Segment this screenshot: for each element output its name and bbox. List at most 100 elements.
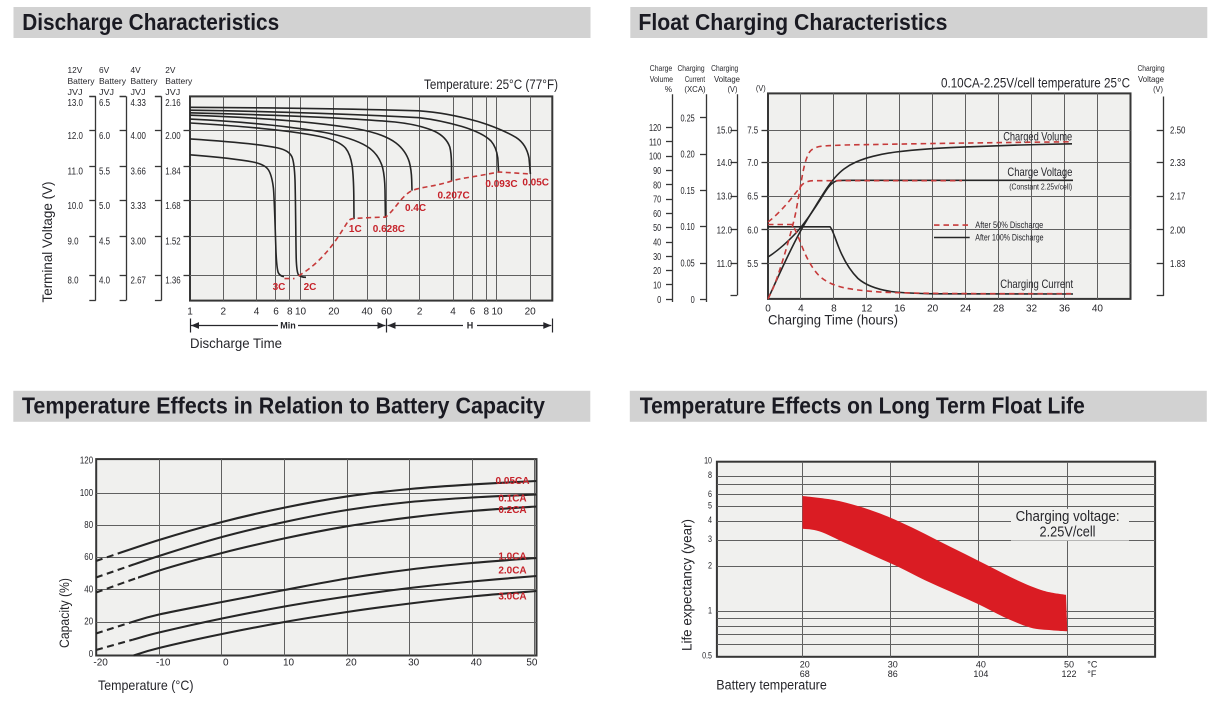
svg-text:20: 20 [84, 617, 93, 628]
svg-text:Voltage: Voltage [1138, 74, 1164, 84]
svg-text:Charging Current: Charging Current [1000, 277, 1073, 291]
svg-text:(XCA): (XCA) [684, 84, 706, 94]
svg-text:-10: -10 [156, 658, 171, 669]
svg-text:6.5: 6.5 [747, 192, 758, 203]
svg-text:10: 10 [295, 307, 307, 318]
svg-text:8: 8 [708, 470, 712, 480]
svg-text:122: 122 [1061, 669, 1076, 679]
svg-text:Charging: Charging [677, 63, 704, 73]
svg-text:6.0: 6.0 [99, 131, 110, 142]
svg-text:9.0: 9.0 [68, 236, 79, 247]
svg-text:0: 0 [223, 658, 229, 669]
svg-text:8.0: 8.0 [68, 275, 79, 286]
svg-text:10: 10 [491, 307, 503, 318]
svg-text:28: 28 [993, 304, 1005, 315]
svg-text:60: 60 [84, 552, 93, 563]
svg-text:1: 1 [187, 307, 193, 318]
svg-text:20: 20 [525, 307, 537, 318]
svg-text:3C: 3C [273, 282, 286, 293]
svg-text:(V): (V) [1153, 84, 1163, 94]
svg-text:0.20: 0.20 [681, 150, 696, 161]
svg-text:2.50: 2.50 [1170, 126, 1186, 137]
svg-text:°F: °F [1087, 669, 1097, 679]
svg-text:12: 12 [861, 304, 873, 315]
svg-text:6: 6 [708, 489, 712, 499]
svg-text:90: 90 [653, 166, 661, 177]
svg-text:1.68: 1.68 [165, 201, 181, 212]
svg-text:2.00: 2.00 [165, 131, 181, 142]
svg-text:4V: 4V [131, 65, 142, 75]
svg-text:10: 10 [653, 281, 661, 292]
svg-text:3.66: 3.66 [131, 167, 147, 178]
svg-text:0.05C: 0.05C [522, 178, 549, 189]
svg-text:12V: 12V [68, 65, 83, 75]
svg-text:6.5: 6.5 [99, 98, 110, 109]
svg-text:104: 104 [973, 669, 988, 679]
svg-text:1.0CA: 1.0CA [498, 552, 526, 563]
svg-text:JVJ: JVJ [99, 87, 114, 97]
svg-text:20: 20 [328, 307, 340, 318]
svg-text:7.0: 7.0 [747, 158, 758, 169]
svg-text:3.0CA: 3.0CA [498, 592, 526, 603]
svg-text:%: % [665, 84, 673, 94]
svg-text:0.25: 0.25 [681, 113, 696, 124]
svg-text:60: 60 [653, 209, 661, 220]
svg-text:86: 86 [888, 669, 898, 679]
svg-text:Battery: Battery [165, 76, 193, 86]
svg-text:Terminal Voltage (V): Terminal Voltage (V) [39, 182, 55, 303]
svg-text:4: 4 [798, 304, 804, 315]
svg-text:1: 1 [708, 606, 712, 616]
svg-text:°C: °C [1087, 660, 1098, 670]
svg-text:-20: -20 [93, 658, 108, 669]
svg-text:3.33: 3.33 [131, 201, 147, 212]
svg-text:0.15: 0.15 [681, 186, 696, 197]
svg-text:100: 100 [649, 152, 662, 163]
svg-text:1.84: 1.84 [165, 167, 181, 178]
svg-text:10: 10 [704, 456, 712, 466]
svg-text:50: 50 [1064, 660, 1074, 670]
svg-text:4.33: 4.33 [131, 98, 147, 109]
svg-text:2: 2 [417, 307, 423, 318]
svg-text:2: 2 [221, 307, 227, 318]
svg-text:30: 30 [653, 252, 661, 263]
svg-text:2.67: 2.67 [131, 275, 147, 286]
svg-text:30: 30 [888, 660, 898, 670]
svg-text:6V: 6V [99, 65, 110, 75]
svg-text:40: 40 [976, 660, 986, 670]
svg-text:70: 70 [653, 195, 661, 206]
svg-text:0.10: 0.10 [681, 222, 696, 233]
svg-text:80: 80 [653, 180, 661, 191]
svg-text:110: 110 [649, 137, 662, 148]
svg-text:0: 0 [89, 649, 94, 660]
svg-text:50: 50 [526, 658, 538, 669]
svg-text:2.0CA: 2.0CA [498, 566, 526, 577]
svg-text:2.00: 2.00 [1170, 225, 1186, 236]
svg-text:3.00: 3.00 [131, 236, 147, 247]
svg-text:0.05: 0.05 [681, 259, 696, 270]
svg-text:JVJ: JVJ [131, 87, 146, 97]
svg-text:13.0: 13.0 [717, 192, 733, 203]
svg-text:2.17: 2.17 [1170, 192, 1186, 203]
svg-text:10: 10 [283, 658, 295, 669]
svg-text:40: 40 [471, 658, 483, 669]
svg-text:5.5: 5.5 [747, 259, 758, 270]
svg-text:Discharge Time: Discharge Time [190, 335, 282, 351]
svg-text:H: H [467, 321, 474, 331]
svg-text:0.05CA: 0.05CA [496, 476, 530, 487]
svg-text:20: 20 [653, 266, 661, 277]
svg-text:0.10CA-2.25V/cell temperature: 0.10CA-2.25V/cell temperature 25°C [941, 76, 1130, 91]
svg-text:Discharge Characteristics: Discharge Characteristics [22, 9, 279, 35]
svg-text:JVJ: JVJ [165, 87, 180, 97]
svg-text:Charging: Charging [1137, 63, 1164, 73]
svg-text:Min: Min [280, 321, 296, 331]
svg-text:Current: Current [685, 74, 706, 84]
svg-text:6: 6 [273, 307, 279, 318]
svg-text:2V: 2V [165, 65, 176, 75]
svg-text:Volume: Volume [650, 74, 674, 84]
svg-text:15.0: 15.0 [717, 126, 733, 137]
svg-text:Life expectancy (year): Life expectancy (year) [680, 519, 695, 651]
svg-text:40: 40 [84, 584, 93, 595]
svg-text:3: 3 [708, 534, 712, 544]
svg-text:0: 0 [657, 295, 661, 306]
svg-text:Charge: Charge [650, 63, 673, 73]
